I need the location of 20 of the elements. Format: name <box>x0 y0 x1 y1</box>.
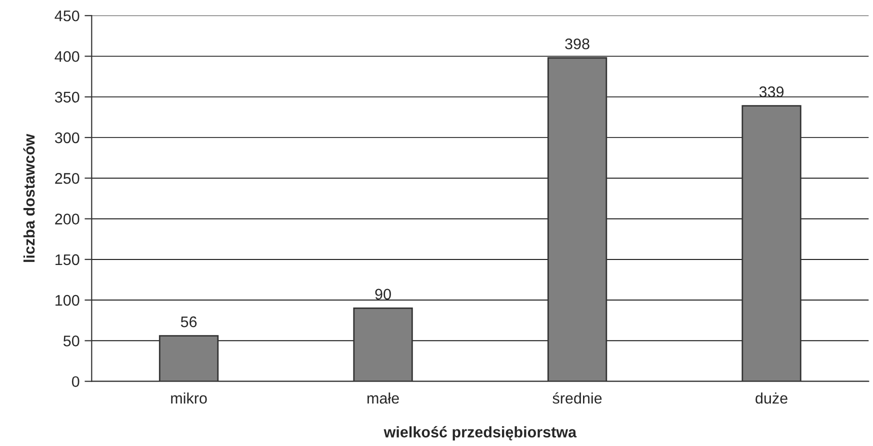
x-tick-label: mikro <box>171 392 207 404</box>
y-tick-label: 350 <box>54 92 80 103</box>
data-label: 90 <box>375 288 391 300</box>
y-tick-label: 200 <box>55 214 80 224</box>
y-tick-label: 250 <box>55 173 80 184</box>
y-tick-label: 100 <box>56 294 80 306</box>
x-tick-label: duże <box>756 392 788 404</box>
y-axis-title: liczba dostawców <box>23 134 35 262</box>
x-tick-label: średnie <box>552 392 602 404</box>
y-tick-label: 400 <box>54 51 80 62</box>
y-tick-label: 450 <box>54 10 80 22</box>
y-tick-label: 0 <box>72 376 80 388</box>
y-tick-label: 50 <box>63 336 80 346</box>
x-tick-label: małe <box>367 392 399 404</box>
x-axis-title: wielkość przedsiębiorstwa <box>384 426 577 441</box>
data-label: 339 <box>759 86 784 98</box>
y-tick-label: 150 <box>56 254 80 266</box>
y-tick-label: 300 <box>54 132 80 144</box>
data-label: 398 <box>565 38 590 50</box>
data-label: 56 <box>180 316 197 328</box>
